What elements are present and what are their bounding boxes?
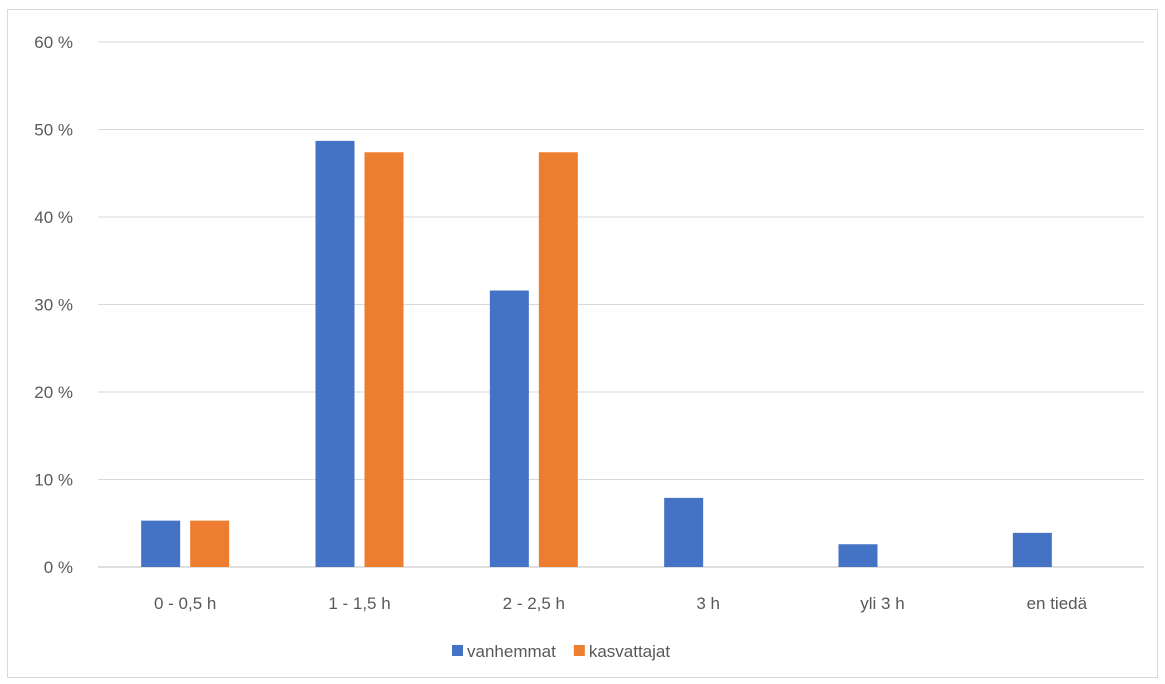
gridlines xyxy=(98,41,1144,568)
y-axis-ticks: 0 % 10 % 20 % 30 % 40 % 50 % 60 % xyxy=(34,33,73,577)
x-tick-label: en tiedä xyxy=(1027,594,1088,613)
x-tick-label: yli 3 h xyxy=(860,594,904,613)
y-tick-label: 0 % xyxy=(44,558,73,577)
bars xyxy=(141,140,1052,567)
bar-vanhemmat-0 xyxy=(141,520,181,567)
legend-swatch-kasvattajat xyxy=(573,645,585,656)
x-tick-label: 3 h xyxy=(696,594,720,613)
bar-kasvattajat-1 xyxy=(364,152,404,567)
x-axis-ticks: 0 - 0,5 h 1 - 1,5 h 2 - 2,5 h 3 h yli 3 h en … xyxy=(154,594,1088,613)
legend: vanhemmat kasvattajat xyxy=(452,642,670,661)
legend-label: kasvattajat xyxy=(589,642,671,661)
bar-vanhemmat-4 xyxy=(838,544,878,567)
y-tick-label: 30 % xyxy=(34,296,73,315)
x-tick-label: 2 - 2,5 h xyxy=(503,594,565,613)
y-tick-label: 20 % xyxy=(34,383,73,402)
x-tick-label: 0 - 0,5 h xyxy=(154,594,216,613)
x-tick-label: 1 - 1,5 h xyxy=(328,594,390,613)
bar-vanhemmat-5 xyxy=(1012,532,1052,567)
bar-kasvattajat-2 xyxy=(538,152,578,567)
bar-vanhemmat-3 xyxy=(664,497,704,567)
y-tick-label: 40 % xyxy=(34,208,73,227)
legend-label: vanhemmat xyxy=(467,642,556,661)
y-tick-label: 60 % xyxy=(34,33,73,52)
y-tick-label: 10 % xyxy=(34,471,73,490)
bar-kasvattajat-0 xyxy=(190,520,230,567)
bar-vanhemmat-2 xyxy=(489,290,529,567)
y-tick-label: 50 % xyxy=(34,121,73,140)
bar-vanhemmat-1 xyxy=(315,140,355,567)
legend-swatch-vanhemmat xyxy=(452,645,463,656)
